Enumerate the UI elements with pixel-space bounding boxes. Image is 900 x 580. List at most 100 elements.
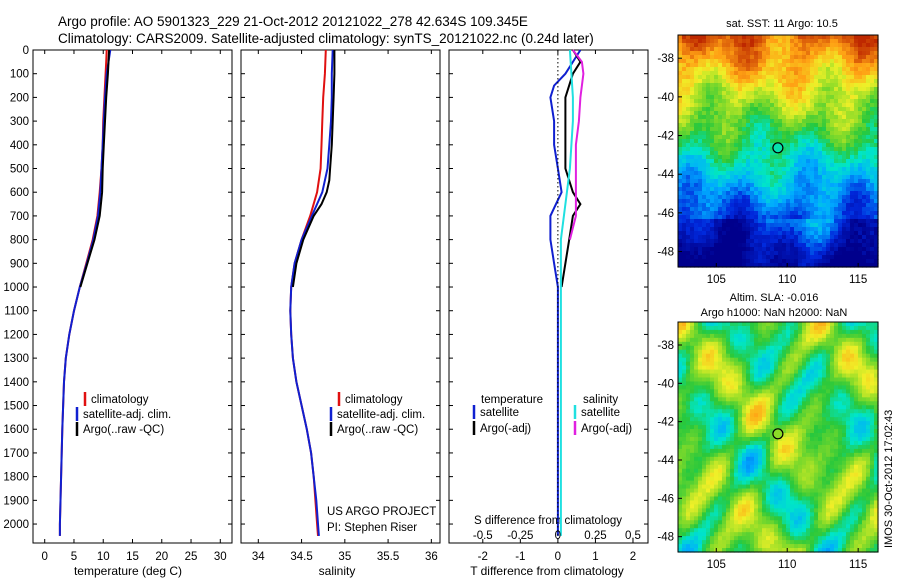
map-cell — [790, 211, 795, 216]
map-cell — [806, 79, 811, 84]
map-cell — [778, 183, 783, 188]
map-cell — [722, 349, 727, 355]
map-cell — [754, 199, 759, 204]
map-cell — [854, 127, 859, 132]
map-cell — [874, 35, 879, 40]
map-cell — [834, 349, 839, 355]
map-cell — [782, 127, 787, 132]
map-cell — [690, 75, 695, 80]
map-cell — [754, 211, 759, 216]
map-cell — [814, 107, 819, 112]
salinity-legend: climatology satellite-adj. clim. Argo(..… — [329, 392, 425, 436]
map-cell — [718, 155, 723, 160]
map-cell — [710, 167, 715, 172]
map-cell — [746, 43, 751, 48]
map-cell — [870, 231, 875, 236]
map-cell — [762, 243, 767, 248]
map-cell — [830, 187, 835, 192]
map-cell — [874, 175, 879, 180]
map-cell — [814, 103, 819, 108]
map-cell — [714, 365, 719, 371]
map-cell — [718, 171, 723, 176]
map-cell — [698, 413, 703, 418]
map-cell — [738, 51, 743, 56]
map-cell — [806, 353, 811, 359]
map-cell — [738, 397, 743, 402]
map-cell — [810, 223, 815, 228]
map-cell — [738, 123, 743, 128]
map-cell — [730, 440, 735, 446]
map-cell — [862, 131, 867, 136]
map-cell — [874, 452, 879, 458]
map-cell — [726, 199, 731, 204]
map-cell — [714, 421, 719, 426]
map-cell — [746, 47, 751, 52]
map-cell — [798, 263, 803, 268]
map-cell — [686, 191, 691, 196]
map-cell — [834, 401, 839, 406]
map-cell — [726, 211, 731, 216]
map-cell — [742, 199, 747, 204]
map-cell — [774, 211, 779, 216]
map-cell — [818, 167, 823, 172]
map-cell — [826, 227, 831, 232]
map-cell — [786, 151, 791, 156]
map-cell — [722, 107, 727, 112]
map-cell — [850, 139, 855, 144]
map-cell — [834, 433, 839, 438]
map-cell — [742, 211, 747, 216]
map-cell — [678, 235, 683, 240]
map-cell — [814, 219, 819, 224]
map-cell — [830, 167, 835, 172]
map-cell — [854, 139, 859, 144]
map-cell — [726, 425, 731, 430]
map-cell — [758, 417, 763, 422]
map-cell — [846, 203, 851, 208]
map-cell — [766, 239, 771, 244]
map-cell — [778, 239, 783, 244]
map-cell — [738, 259, 743, 264]
map-cell — [790, 123, 795, 128]
map-cell — [742, 195, 747, 200]
map-cell — [738, 207, 743, 212]
map-cell — [786, 357, 791, 363]
map-cell — [718, 413, 723, 418]
map-cell — [770, 95, 775, 100]
map-cell — [738, 251, 743, 256]
map-cell — [762, 345, 767, 351]
map-cell — [714, 345, 719, 351]
map-cell — [830, 373, 835, 379]
map-cell — [782, 107, 787, 112]
map-cell — [706, 421, 711, 426]
map-cell — [874, 429, 879, 434]
map-cell — [802, 63, 807, 68]
map-cell — [842, 63, 847, 68]
map-cell — [706, 361, 711, 367]
map-cell — [722, 35, 727, 40]
map-cell — [806, 397, 811, 402]
map-cell — [846, 353, 851, 359]
map-cell — [858, 75, 863, 80]
map-cell — [702, 135, 707, 140]
map-cell — [754, 155, 759, 160]
map-cell — [706, 456, 711, 462]
map-cell — [678, 405, 683, 410]
map-cell — [722, 79, 727, 84]
map-cell — [786, 63, 791, 68]
map-cell — [798, 187, 803, 192]
map-cell — [774, 55, 779, 60]
map-cell — [826, 325, 831, 331]
map-cell — [702, 243, 707, 248]
map-cell — [742, 425, 747, 430]
map-cell — [818, 247, 823, 252]
map-cell — [842, 373, 847, 379]
map-cell — [730, 381, 735, 387]
map-cell — [846, 437, 851, 442]
map-cell — [810, 401, 815, 406]
map-cell — [730, 219, 735, 224]
map-cell — [862, 337, 867, 343]
map-cell — [846, 43, 851, 48]
map-cell — [802, 99, 807, 104]
map-cell — [802, 255, 807, 260]
map-cell — [746, 333, 751, 339]
